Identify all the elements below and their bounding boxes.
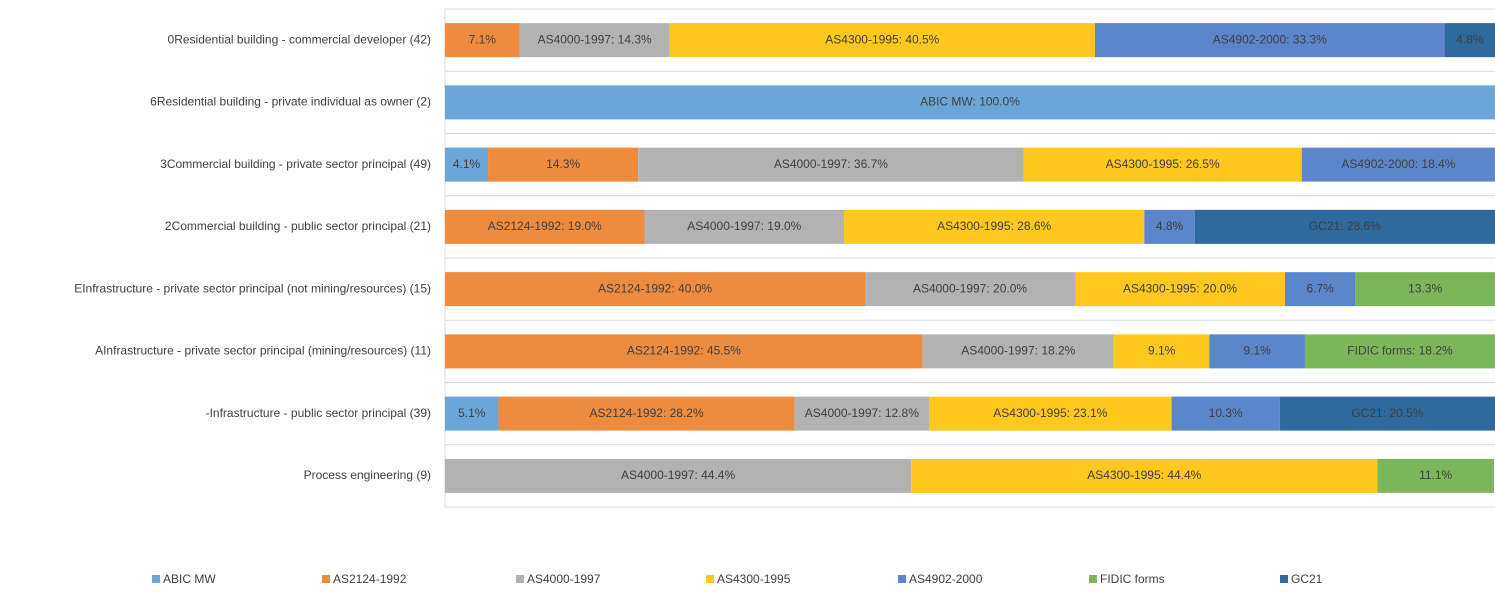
bar-segment [498, 396, 795, 431]
bar-segment [1144, 209, 1195, 244]
y-tick-label: 3Commercial building - private sector pr… [160, 157, 431, 171]
data-label: AS4000-1997: 18.2% [961, 344, 1075, 358]
data-label: AS4300-1995: 26.5% [1106, 157, 1220, 171]
bar-segment [1377, 458, 1494, 493]
data-label: AS4300-1995: 20.0% [1123, 281, 1237, 295]
legend-label: AS4000-1997 [527, 572, 601, 586]
bar-segment [445, 272, 865, 307]
data-label: AS4902-2000: 18.4% [1341, 157, 1455, 171]
bar-segment [929, 396, 1172, 431]
data-label: AS4300-1995: 28.6% [937, 219, 1051, 233]
data-label: AS4000-1997: 44.4% [621, 468, 735, 482]
bar-segment [794, 396, 930, 431]
data-label: AS4902-2000: 33.3% [1213, 32, 1327, 46]
data-label: AS2124-1992: 45.5% [627, 344, 741, 358]
bar-segment [519, 23, 670, 58]
legend-swatch [322, 575, 330, 583]
legend-swatch [1280, 575, 1288, 583]
bar-segment [911, 458, 1378, 493]
data-label: AS2124-1992: 19.0% [488, 219, 602, 233]
bar-segment [1301, 147, 1495, 182]
y-tick-label: 6Residential building - private individu… [150, 95, 431, 109]
legend-swatch [706, 575, 714, 583]
data-label: 10.3% [1209, 406, 1243, 420]
bar-segment [445, 23, 520, 58]
bar-segment [1023, 147, 1302, 182]
bar-segment [1209, 334, 1305, 369]
bar-segment [844, 209, 1145, 244]
y-tick-label: 2Commercial building - public sector pri… [165, 219, 431, 233]
bar-segment [1094, 23, 1445, 58]
data-label: AS4000-1997: 12.8% [805, 406, 919, 420]
data-label: 6.7% [1306, 281, 1334, 295]
y-tick-label: Process engineering (9) [304, 468, 431, 482]
bar-segment [1285, 272, 1356, 307]
bar-segment [1113, 334, 1210, 369]
bar-segment [1304, 334, 1495, 369]
data-label: AS4300-1995: 23.1% [993, 406, 1107, 420]
data-label: 13.3% [1408, 281, 1442, 295]
bar-segment [488, 147, 639, 182]
data-label: GC21: 20.5% [1351, 406, 1423, 420]
data-label: 9.1% [1148, 344, 1176, 358]
data-label: AS4000-1997: 19.0% [687, 219, 801, 233]
bar-segment [445, 396, 499, 431]
data-label: ABIC MW: 100.0% [920, 95, 1020, 109]
legend-label: ABIC MW [163, 572, 216, 586]
bar-segment [1194, 209, 1495, 244]
bar-segment [644, 209, 844, 244]
data-label: AS4000-1997: 14.3% [538, 32, 652, 46]
bar-segment [445, 458, 912, 493]
legend-label: FIDIC forms [1100, 572, 1165, 586]
bar-segment [445, 209, 645, 244]
data-label: 5.1% [458, 406, 486, 420]
y-tick-label: AInfrastructure - private sector princip… [95, 344, 431, 358]
data-label: AS2124-1992: 40.0% [598, 281, 712, 295]
data-label: FIDIC forms: 18.2% [1347, 344, 1453, 358]
bar-segment [865, 272, 1075, 307]
bar-segment [638, 147, 1024, 182]
bar-segment [922, 334, 1114, 369]
bar-segment [1075, 272, 1285, 307]
data-label: AS4000-1997: 20.0% [913, 281, 1027, 295]
bar-segment [1444, 23, 1495, 58]
data-label: 4.8% [1156, 219, 1184, 233]
legend-swatch [898, 575, 906, 583]
data-label: 4.1% [453, 157, 481, 171]
y-tick-label: -Infrastructure - public sector principa… [206, 406, 431, 420]
data-label: 14.3% [546, 157, 580, 171]
bar-segment [445, 85, 1495, 120]
data-label: AS4300-1995: 40.5% [825, 32, 939, 46]
legend-swatch [516, 575, 524, 583]
data-label: 7.1% [469, 32, 497, 46]
data-label: 11.1% [1419, 468, 1452, 482]
bar-segment [669, 23, 1095, 58]
bar-segment [445, 334, 923, 369]
data-label: GC21: 28.6% [1309, 219, 1381, 233]
data-label: AS4000-1997: 36.7% [774, 157, 888, 171]
y-tick-label: 0Residential building - commercial devel… [168, 32, 431, 46]
legend-label: AS4902-2000 [909, 572, 983, 586]
bar-segment [1355, 272, 1495, 307]
bar-segment [445, 147, 489, 182]
y-tick-label: EInfrastructure - private sector princip… [74, 281, 431, 295]
data-label: 9.1% [1243, 344, 1271, 358]
bar-segment [1279, 396, 1495, 431]
data-label: 4.8% [1456, 32, 1484, 46]
data-label: AS2124-1992: 28.2% [590, 406, 704, 420]
legend-label: AS4300-1995 [717, 572, 791, 586]
legend-swatch [1089, 575, 1097, 583]
legend-label: GC21 [1291, 572, 1323, 586]
legend-swatch [152, 575, 160, 583]
legend-label: AS2124-1992 [333, 572, 407, 586]
bar-segment [1171, 396, 1280, 431]
data-label: AS4300-1995: 44.4% [1087, 468, 1201, 482]
